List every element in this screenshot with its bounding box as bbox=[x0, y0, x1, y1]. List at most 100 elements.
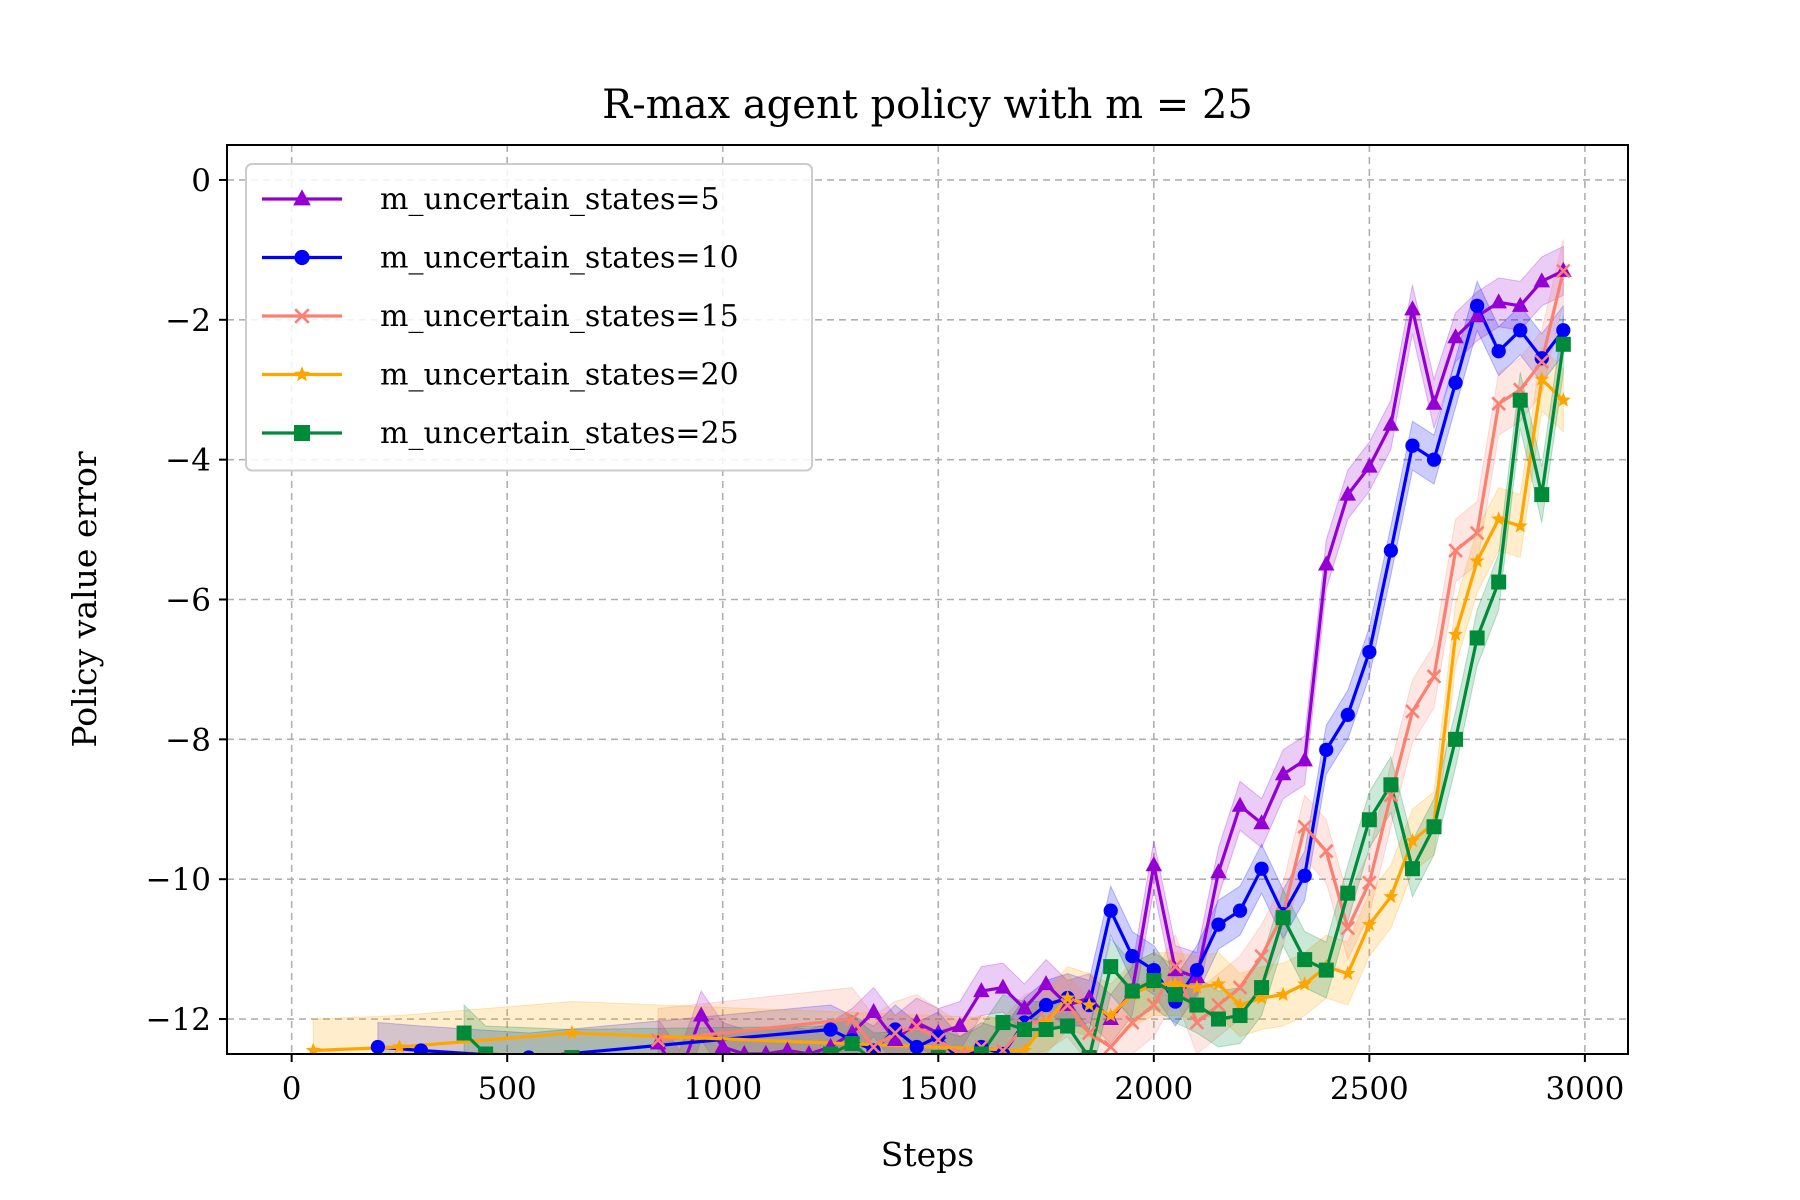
series-5-point bbox=[478, 1046, 494, 1054]
series-2-point bbox=[823, 1022, 838, 1037]
series-3-point bbox=[844, 1011, 860, 1027]
series-1-point bbox=[1317, 555, 1335, 571]
series-1-point bbox=[1274, 765, 1292, 781]
series-1-point bbox=[714, 1038, 731, 1054]
series-1-point bbox=[1382, 415, 1400, 431]
series-5-line bbox=[462, 344, 1565, 1054]
series-1-point bbox=[1145, 856, 1163, 872]
series-4-point bbox=[1404, 832, 1420, 848]
series-4-point bbox=[1275, 986, 1291, 1001]
series-3-point bbox=[1254, 948, 1269, 964]
legend-item: m_uncertain_states=10 bbox=[262, 241, 739, 276]
series-2-point bbox=[1125, 948, 1140, 964]
series-3-point bbox=[1297, 819, 1312, 835]
series-5-point bbox=[564, 1049, 580, 1054]
series-5-point bbox=[973, 1046, 989, 1054]
series-5-point bbox=[1167, 987, 1183, 1003]
series-4-point bbox=[564, 1025, 580, 1040]
series-1-point bbox=[994, 978, 1012, 994]
series-5-point bbox=[1124, 983, 1140, 999]
series-5-point bbox=[1383, 777, 1399, 793]
series-1-point bbox=[908, 1013, 925, 1029]
series-3-point bbox=[1491, 396, 1506, 412]
series-5-point bbox=[1555, 336, 1571, 352]
legend-label: m_uncertain_states=10 bbox=[380, 241, 739, 276]
series-5-point bbox=[1146, 973, 1162, 989]
series-5-point bbox=[1081, 1049, 1097, 1054]
series-markers bbox=[305, 261, 1572, 1054]
series-3-point bbox=[1189, 1015, 1205, 1030]
legend-item: m_uncertain_states=5 bbox=[262, 182, 720, 217]
series-4-point bbox=[1383, 888, 1399, 904]
series-1-point bbox=[973, 982, 990, 998]
series-5-point bbox=[1254, 980, 1270, 996]
series-3-point bbox=[1211, 997, 1226, 1013]
series-2-point bbox=[1103, 903, 1118, 918]
series-5-point bbox=[1275, 910, 1291, 926]
series-1-point bbox=[1339, 485, 1357, 501]
series-3-point bbox=[1469, 525, 1485, 541]
series-5-point bbox=[823, 1046, 839, 1054]
series-2-point bbox=[1405, 438, 1420, 453]
series-3-point bbox=[1318, 843, 1334, 859]
series-4-point bbox=[1081, 997, 1097, 1012]
y-tick-label: −2 bbox=[165, 303, 211, 339]
series-2-point bbox=[1211, 917, 1226, 932]
series-3-point bbox=[952, 1046, 968, 1054]
series-1-point bbox=[1037, 975, 1055, 991]
series-5-point bbox=[1404, 861, 1420, 877]
series-3-point bbox=[1534, 354, 1550, 370]
series-1-point bbox=[1468, 307, 1486, 323]
series-5-point bbox=[1340, 885, 1356, 901]
y-axis-label: Policy value error bbox=[65, 451, 104, 748]
y-tick-label: 0 bbox=[191, 163, 211, 199]
series-1-point bbox=[760, 1045, 771, 1054]
series-5-point bbox=[1426, 819, 1442, 835]
series-4-point bbox=[1512, 518, 1528, 533]
series-1-point bbox=[1016, 999, 1033, 1015]
x-tick-label: 500 bbox=[478, 1071, 537, 1107]
series-5-point bbox=[995, 1015, 1011, 1031]
y-tick-label: −6 bbox=[165, 583, 211, 619]
series-5-point bbox=[456, 1025, 472, 1041]
series-1-point bbox=[1511, 296, 1529, 312]
series-1-point bbox=[804, 1045, 814, 1054]
series-4-point bbox=[1340, 965, 1356, 980]
series-1-point bbox=[1533, 272, 1551, 288]
series-1-point bbox=[865, 1003, 882, 1019]
y-tick-label: −12 bbox=[146, 1002, 211, 1038]
series-4-point bbox=[1534, 371, 1550, 386]
x-tick-label: 2500 bbox=[1330, 1071, 1409, 1107]
series-5-point bbox=[1297, 952, 1313, 968]
series-5-point bbox=[1318, 962, 1334, 978]
legend-item: m_uncertain_states=25 bbox=[262, 416, 739, 451]
series-1-point bbox=[1253, 814, 1270, 830]
series-4-point bbox=[305, 1042, 321, 1054]
series-3-point bbox=[909, 1018, 925, 1034]
series-2-point bbox=[1513, 323, 1528, 338]
legend-swatch-marker bbox=[294, 425, 310, 441]
series-2-point bbox=[1383, 543, 1399, 558]
series-4-point bbox=[1555, 392, 1571, 407]
series-3-point bbox=[866, 1039, 881, 1054]
series-2-point bbox=[909, 1039, 924, 1054]
series-2-point bbox=[1297, 868, 1312, 883]
series-2-point bbox=[1426, 452, 1442, 467]
series-3-band bbox=[657, 239, 1564, 1054]
legend-label: m_uncertain_states=5 bbox=[380, 182, 720, 217]
x-tick-label: 3000 bbox=[1545, 1071, 1624, 1107]
series-3-point bbox=[1081, 1025, 1097, 1041]
series-4-point bbox=[391, 1039, 407, 1054]
series-5-point bbox=[1103, 959, 1119, 975]
series-3-point bbox=[1146, 997, 1162, 1013]
series-2-point bbox=[1556, 323, 1571, 338]
series-2-point bbox=[1232, 903, 1248, 918]
series-4-point bbox=[1448, 626, 1464, 641]
legend: m_uncertain_states=5 m_uncertain_states=1… bbox=[245, 163, 813, 472]
series-1-point bbox=[886, 1031, 904, 1047]
legend-item: m_uncertain_states=15 bbox=[262, 299, 739, 334]
series-2-point bbox=[1448, 375, 1463, 390]
series-2-point bbox=[1254, 861, 1269, 876]
series-3-point bbox=[1405, 704, 1420, 719]
series-5-point bbox=[1189, 997, 1205, 1013]
